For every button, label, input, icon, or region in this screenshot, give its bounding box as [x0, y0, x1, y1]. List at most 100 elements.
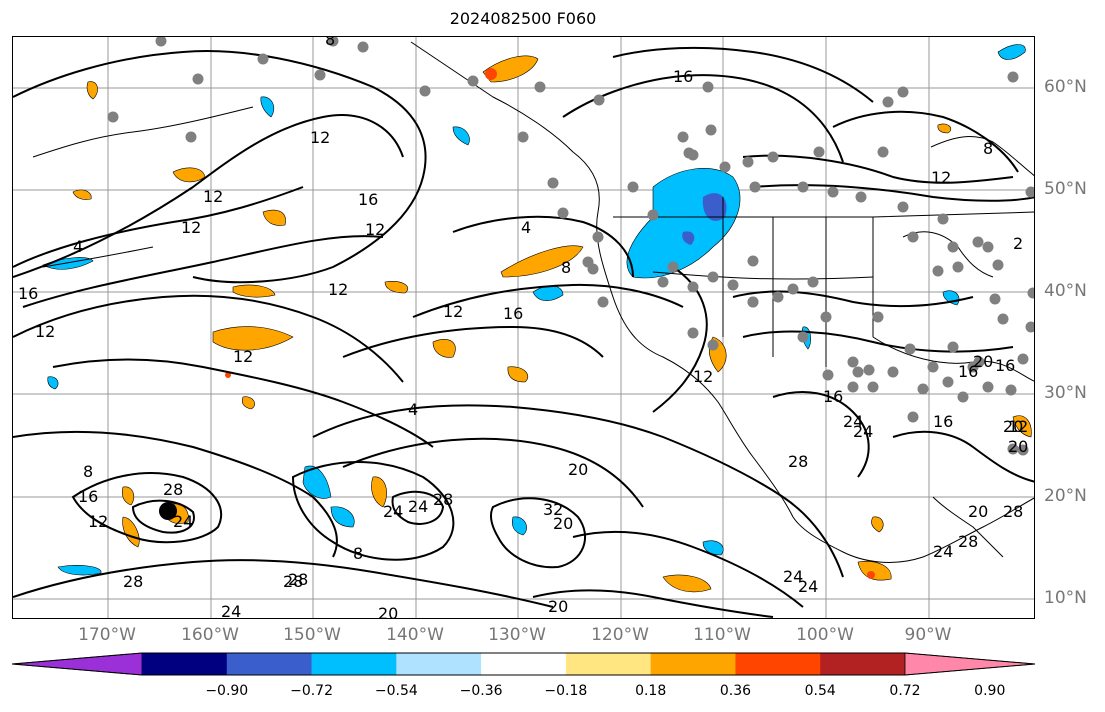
station-dot: [747, 296, 759, 308]
station-dot: [967, 361, 979, 373]
contour-label: 4: [408, 400, 418, 419]
station-dot: [907, 411, 919, 423]
colorbar: [11, 652, 1036, 676]
contour-label: 20: [973, 352, 993, 371]
station-dot: [314, 69, 326, 81]
station-dot: [1025, 186, 1034, 198]
station-dot: [647, 209, 659, 221]
station-dot: [907, 231, 919, 243]
station-dot: [797, 181, 809, 193]
station-dot: [749, 181, 761, 193]
contour-label: 16: [18, 284, 38, 303]
station-dot: [957, 391, 969, 403]
contour-label: 24: [843, 412, 863, 431]
lat-label: 20°N: [1044, 486, 1087, 506]
station-dot: [705, 124, 717, 136]
station-dot: [952, 261, 964, 273]
colorbar-tick-label: 0.54: [804, 683, 836, 699]
contour-label: 12: [88, 512, 108, 531]
colorbar-segment: [396, 653, 482, 675]
station-dot: [822, 369, 834, 381]
station-dot: [155, 37, 167, 47]
station-dot: [702, 81, 714, 93]
station-dot: [547, 177, 559, 189]
station-dot: [597, 296, 609, 308]
station-dot: [557, 207, 569, 219]
contour-label: 20: [1003, 417, 1023, 436]
contour-label: 28: [958, 532, 978, 551]
contour-label: 16: [503, 304, 523, 323]
lat-label: 30°N: [1044, 383, 1087, 403]
station-dot: [419, 85, 431, 97]
contour-label: 24: [853, 422, 873, 441]
colorbar-outline: [11, 652, 1036, 676]
station-dot: [767, 151, 779, 163]
contour-label: 28: [288, 570, 308, 589]
contour-label: 2: [1013, 234, 1023, 253]
station-dot: [192, 73, 204, 85]
lon-label: 140°W: [386, 625, 444, 645]
contour-label: 20: [378, 604, 398, 619]
station-dot: [937, 213, 949, 225]
station-dot: [719, 161, 731, 173]
station-dot: [797, 331, 809, 343]
contour-label: 16: [358, 190, 378, 209]
station-dot: [863, 364, 875, 376]
station-dot: [807, 276, 819, 288]
station-dot: [787, 283, 799, 295]
contour-label: 12: [35, 322, 55, 341]
map-panel[interactable]: 8 16 12 12 4 12 16 12 4 12 12 16 12 16 12 8 4 8 12 16 16 2 8 12…: [12, 36, 1035, 619]
station-dot: [627, 181, 639, 193]
station-dot: [257, 53, 269, 65]
cyclone-marker: [159, 502, 177, 520]
colorbar-segment: [481, 653, 567, 675]
contour-label: 24: [408, 497, 428, 516]
station-dot: [587, 263, 599, 275]
colorbar-segment: [735, 653, 821, 675]
contour-label: 16: [933, 412, 953, 431]
station-dot: [1017, 353, 1029, 365]
contour-label: 24: [798, 577, 818, 596]
contour-label: 12: [310, 128, 330, 147]
contour-label: 20: [553, 514, 573, 533]
colorbar-extend-low: [11, 652, 143, 676]
station-dot: [742, 156, 754, 168]
contour-label: 12: [203, 187, 223, 206]
station-dot: [185, 131, 197, 143]
station-dot: [727, 279, 739, 291]
station-dot: [897, 86, 909, 98]
station-dot: [972, 236, 984, 248]
lon-label: 170°W: [78, 625, 136, 645]
station-dot: [467, 75, 479, 87]
colorbar-segment: [142, 653, 228, 675]
station-dot: [947, 241, 959, 253]
colorbar-segment: [820, 653, 906, 675]
contour-label: 8: [83, 462, 93, 481]
station-dot: [1007, 71, 1019, 83]
contour-label: 32: [543, 500, 563, 519]
contour-label: 12: [693, 367, 713, 386]
station-dot: [827, 186, 839, 198]
station-dot: [657, 276, 669, 288]
station-dot: [707, 271, 719, 283]
station-dot: [327, 37, 339, 47]
station-dot: [534, 81, 546, 93]
station-dot: [677, 131, 689, 143]
lat-label: 60°N: [1044, 77, 1087, 97]
lon-label: 120°W: [591, 625, 649, 645]
contour-label: 16: [958, 362, 978, 381]
station-dot: [877, 146, 889, 158]
colorbar-tick-label: 0.36: [719, 683, 752, 699]
station-dot: [593, 94, 605, 106]
station-dot: [887, 366, 899, 378]
station-dot: [897, 201, 909, 213]
contour-label: 24: [173, 512, 193, 531]
contour-label: 24: [383, 502, 403, 521]
strong-negative-shading: [682, 193, 727, 245]
contour-label: 8: [353, 544, 363, 563]
contour-label: 24: [221, 602, 241, 619]
lon-label: 130°W: [488, 625, 546, 645]
contour-label: 28: [788, 452, 808, 471]
station-dot: [932, 265, 944, 277]
